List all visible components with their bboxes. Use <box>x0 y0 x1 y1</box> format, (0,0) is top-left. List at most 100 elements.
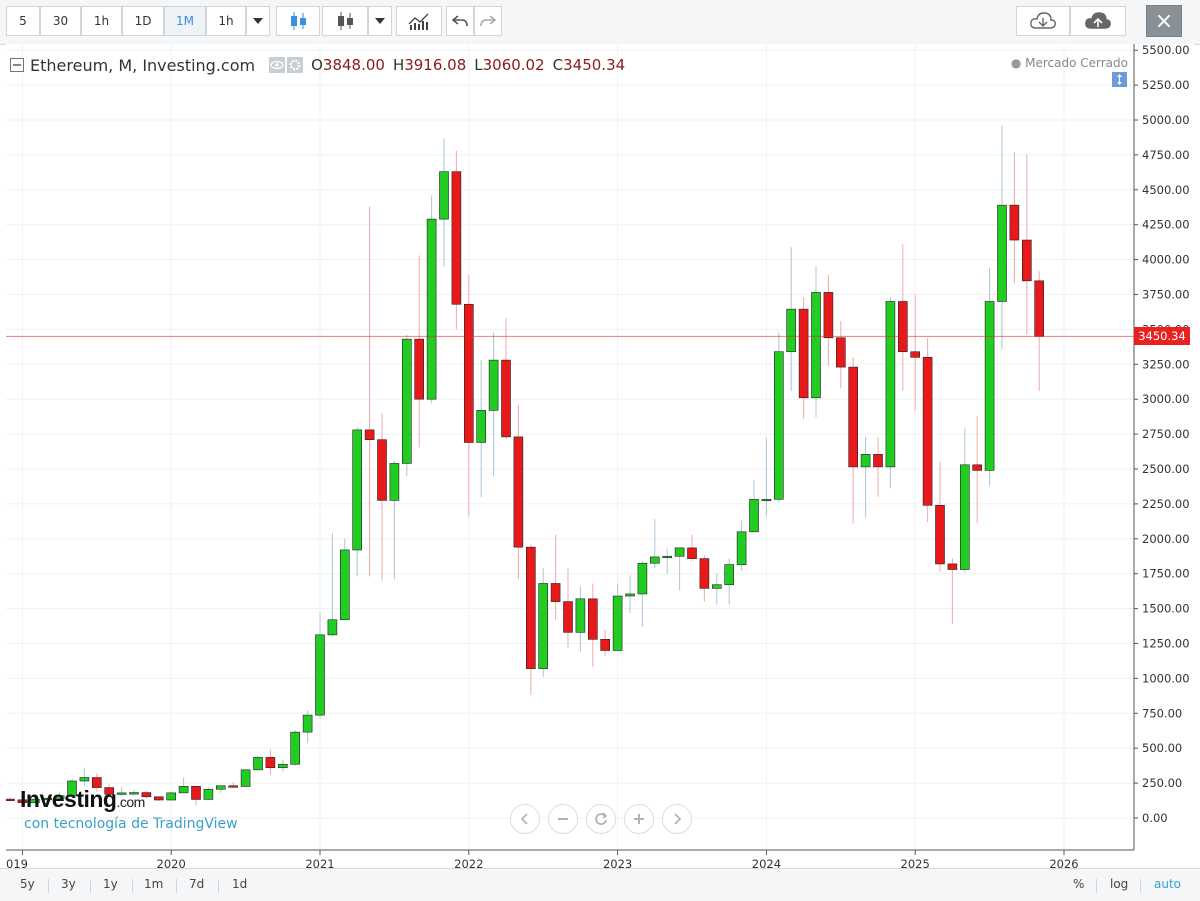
x-tick-label: 2021 <box>305 857 334 868</box>
candle-body <box>451 171 462 305</box>
y-tick-label: 4500.00 <box>1142 183 1190 197</box>
y-tick-label: 2500.00 <box>1142 462 1190 476</box>
save-chart-button[interactable] <box>1070 6 1126 36</box>
undo-button[interactable] <box>446 6 474 36</box>
candle-body <box>42 798 53 801</box>
candle-body <box>302 714 313 733</box>
range-7d-button[interactable]: 7d <box>189 877 205 891</box>
candles-style-button[interactable] <box>276 6 320 36</box>
interval-30-button[interactable]: 30 <box>40 6 81 36</box>
candle-body <box>972 464 983 471</box>
scroll-left-button[interactable] <box>510 804 540 834</box>
undo-icon <box>452 15 468 27</box>
chart-area[interactable]: 0.00 250.00 500.00 750.00 1000.00 1250.00 1500… <box>5 43 1194 871</box>
indicators-button[interactable] <box>396 6 442 36</box>
candle-body <box>203 788 214 800</box>
candle-body <box>662 555 673 559</box>
candle-body <box>315 634 325 716</box>
redo-button[interactable] <box>474 6 502 36</box>
zoom-out-button[interactable] <box>548 804 578 834</box>
candle-body <box>550 583 561 602</box>
candle-body <box>116 792 127 795</box>
reset-icon <box>595 812 608 825</box>
candle-body <box>885 301 896 468</box>
ohlc-close: C3450.34 <box>552 56 626 74</box>
reset-view-button[interactable] <box>586 804 616 834</box>
range-1m-button[interactable]: 1m <box>144 877 164 891</box>
chart-style-dropdown-button[interactable] <box>368 6 392 36</box>
candle-body <box>848 366 859 468</box>
interval-1m-button[interactable]: 1M <box>164 6 206 36</box>
candle-body <box>798 308 809 399</box>
zoom-in-button[interactable] <box>624 804 654 834</box>
candle-body <box>228 785 238 788</box>
candle-body <box>699 558 710 589</box>
investing-logo: Investing.com <box>20 786 145 812</box>
candle-body <box>860 454 871 468</box>
candle-body <box>922 357 933 506</box>
candle-body <box>277 763 288 769</box>
divider <box>48 879 49 893</box>
interval-1d-button[interactable]: 1D <box>122 6 164 36</box>
powered-by-tradingview[interactable]: con tecnología de TradingView <box>24 816 238 832</box>
percent-scale-button[interactable]: % <box>1073 877 1085 891</box>
candle-body <box>129 792 139 795</box>
y-tick-label: 4250.00 <box>1142 218 1190 232</box>
candle-body <box>191 786 201 800</box>
y-tick-label: 2250.00 <box>1142 497 1190 511</box>
candle-body <box>17 799 28 803</box>
candle-body <box>290 731 301 765</box>
candle-body <box>897 301 908 353</box>
divider <box>218 879 219 893</box>
candle-body <box>154 796 164 801</box>
candle-body <box>563 601 573 633</box>
close-button[interactable]: × <box>1146 5 1182 37</box>
candle-body <box>1021 239 1032 282</box>
candle-body <box>984 301 995 471</box>
candle-body <box>873 454 883 468</box>
scale-toggle-icon[interactable] <box>1112 72 1127 87</box>
interval-1h-button[interactable]: 1h <box>81 6 122 36</box>
bars-style-button[interactable] <box>322 6 368 36</box>
candle-body <box>761 498 772 502</box>
candle-body <box>736 531 747 565</box>
log-scale-button[interactable]: log <box>1110 877 1129 891</box>
candle-body <box>513 436 524 548</box>
top-toolbar: 5 30 1h 1D 1M 1h <box>0 0 1200 45</box>
eye-icon[interactable] <box>269 57 286 73</box>
candle-body <box>401 338 412 464</box>
last-price-label: 3450.34 <box>1134 327 1190 346</box>
auto-scale-button[interactable]: auto <box>1154 877 1182 891</box>
candle-body <box>426 218 437 400</box>
load-chart-button[interactable] <box>1016 6 1070 36</box>
candle-body <box>1034 280 1044 337</box>
candle-body <box>439 171 449 220</box>
y-tick-label: 1500.00 <box>1142 602 1190 616</box>
y-tick-label: 1250.00 <box>1142 637 1190 651</box>
range-1d-button[interactable]: 1d <box>232 877 248 891</box>
candle-body <box>612 595 623 651</box>
interval-custom-button[interactable]: 1h <box>206 6 246 36</box>
candle-body <box>389 463 400 501</box>
y-tick-label: 5000.00 <box>1142 113 1190 127</box>
y-tick-label: 250.00 <box>1142 776 1182 790</box>
candle-body <box>959 464 970 570</box>
market-status: ● Mercado Cerrado <box>1010 56 1128 70</box>
scroll-right-button[interactable] <box>662 804 692 834</box>
y-tick-label: 1000.00 <box>1142 671 1190 685</box>
candle-body <box>377 439 387 501</box>
candlestick-chart: 0.00 250.00 500.00 750.00 1000.00 1250.00 1500… <box>5 43 1190 871</box>
interval-5-button[interactable]: 5 <box>6 6 40 36</box>
candle-body <box>625 593 635 597</box>
range-1y-button[interactable]: 1y <box>103 877 118 891</box>
candle-body <box>463 303 474 443</box>
collapse-legend-icon[interactable] <box>10 58 24 72</box>
interval-dropdown-button[interactable] <box>246 6 270 36</box>
chart-legend: Ethereum, M, Investing.com O3848.00 H391… <box>10 54 625 76</box>
range-5y-button[interactable]: 5y <box>20 877 35 891</box>
settings-icon[interactable] <box>287 57 304 73</box>
range-3y-button[interactable]: 3y <box>61 877 76 891</box>
y-tick-label: 0.00 <box>1142 811 1168 825</box>
candle-body <box>711 584 722 589</box>
candle-body <box>240 769 251 787</box>
